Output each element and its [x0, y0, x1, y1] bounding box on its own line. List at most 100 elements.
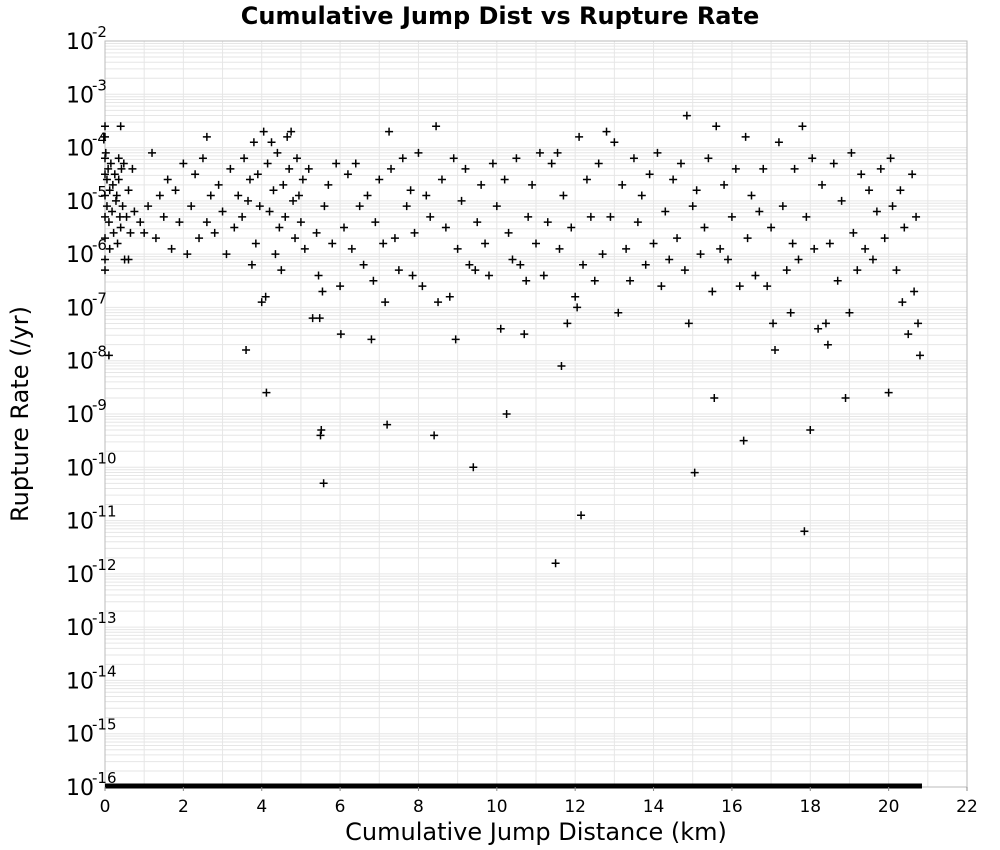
data-point [104, 351, 113, 360]
data-point [555, 244, 564, 253]
data-point [821, 319, 830, 328]
data-point [332, 159, 341, 168]
chart-title: Cumulative Jump Dist vs Rupture Rate [241, 2, 760, 30]
data-point [317, 425, 326, 434]
data-point [381, 298, 390, 307]
data-point [363, 191, 372, 200]
data-point [567, 223, 576, 232]
x-tick-label: 20 [878, 797, 900, 817]
data-point [187, 202, 196, 211]
data-point [445, 292, 454, 301]
data-point [865, 186, 874, 195]
data-point [532, 239, 540, 248]
data-point [602, 127, 611, 136]
data-point [512, 154, 521, 163]
data-point [868, 255, 877, 264]
data-point [111, 196, 120, 205]
data-point [126, 228, 135, 237]
data-point [910, 287, 919, 296]
data-point [130, 207, 139, 216]
data-point [633, 218, 642, 227]
data-point [535, 148, 544, 157]
data-point [618, 180, 627, 189]
data-point [710, 394, 719, 403]
data-point [279, 180, 288, 189]
data-point [398, 154, 407, 163]
data-point [461, 164, 470, 173]
y-tick-exponent: -10 [92, 449, 117, 467]
data-point [778, 202, 787, 211]
data-points [101, 111, 924, 568]
data-point [798, 122, 807, 131]
data-point [316, 431, 325, 440]
data-point [385, 127, 394, 136]
x-tick-label: 2 [178, 797, 189, 817]
data-point [473, 218, 482, 227]
data-point [406, 186, 415, 195]
y-tick-label: 10 [66, 350, 94, 375]
data-point [118, 202, 127, 211]
data-point [563, 319, 572, 328]
y-tick-exponent: -2 [92, 23, 107, 41]
y-tick-label: 10 [66, 723, 94, 748]
data-point [114, 154, 123, 163]
data-point [262, 388, 271, 397]
y-tick-exponent: -5 [92, 183, 107, 201]
data-point [808, 154, 817, 163]
y-tick-label: 10 [66, 776, 94, 801]
data-point [117, 164, 126, 173]
data-point [622, 244, 631, 253]
data-point [575, 132, 584, 141]
data-point [520, 330, 529, 339]
data-point [669, 175, 678, 184]
x-tick-label: 6 [335, 797, 346, 817]
data-point [261, 292, 270, 301]
data-point [837, 196, 846, 205]
y-tick-label: 10 [66, 669, 94, 694]
data-point [296, 218, 305, 227]
data-point [492, 202, 501, 211]
y-tick-label: 10 [66, 83, 94, 108]
data-point [704, 154, 713, 163]
data-point [101, 234, 109, 243]
y-tick-label: 10 [66, 510, 94, 535]
data-point [195, 234, 204, 243]
data-point [222, 250, 231, 259]
data-point [896, 186, 905, 195]
data-point [281, 212, 290, 221]
data-point [426, 212, 435, 221]
data-point [829, 159, 838, 168]
data-point [849, 228, 858, 237]
y-tick-labels: 10-210-310-410-510-610-710-810-910-1010-… [66, 23, 117, 801]
data-point [101, 191, 109, 200]
data-point [298, 175, 307, 184]
data-point [369, 276, 378, 285]
data-point [238, 212, 247, 221]
data-point [823, 340, 832, 349]
data-point [441, 223, 450, 232]
data-point [886, 154, 895, 163]
data-point [277, 266, 286, 275]
data-point [876, 164, 885, 173]
data-point [347, 244, 356, 253]
data-point [573, 303, 582, 312]
data-point [106, 159, 115, 168]
data-point [465, 260, 474, 269]
data-point [912, 212, 921, 221]
data-point [175, 218, 184, 227]
data-point [414, 148, 423, 157]
data-point [324, 180, 333, 189]
data-point [845, 308, 854, 317]
data-point [481, 239, 490, 248]
data-point [688, 202, 697, 211]
data-point [708, 287, 717, 296]
data-point [884, 388, 893, 397]
y-tick-label: 10 [66, 563, 94, 588]
data-point [359, 260, 368, 269]
data-point [210, 228, 219, 237]
data-point [451, 335, 460, 344]
data-point [861, 244, 870, 253]
y-tick-exponent: -15 [92, 716, 117, 734]
data-point [112, 191, 121, 200]
